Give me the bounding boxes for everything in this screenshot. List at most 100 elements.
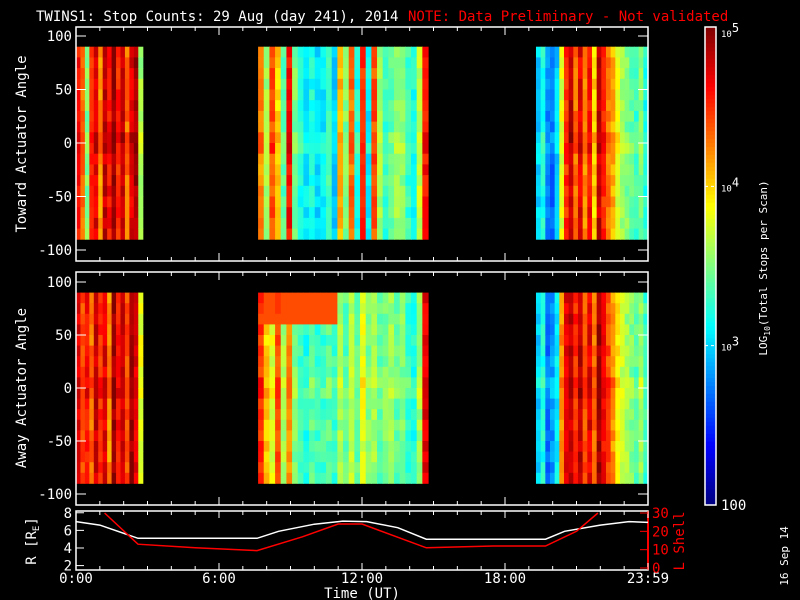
- heatmap-cell: [297, 430, 304, 442]
- heatmap-cell: [275, 164, 282, 176]
- heatmap-cell: [269, 451, 276, 463]
- heatmap-cell: [98, 398, 104, 410]
- heatmap-cell: [568, 164, 574, 176]
- heatmap-cell: [411, 356, 418, 368]
- heatmap-cell: [263, 196, 271, 208]
- heatmap-cell: [111, 335, 117, 346]
- heatmap-cell: [535, 110, 542, 122]
- heatmap-cell: [582, 313, 588, 325]
- heatmap-cell: [638, 303, 644, 315]
- heatmap-cell: [382, 303, 389, 315]
- heatmap-cell: [388, 377, 395, 389]
- heatmap-cell: [120, 207, 126, 219]
- heatmap-cell: [399, 303, 406, 315]
- heatmap-cell: [337, 110, 344, 122]
- heatmap-cell: [326, 451, 333, 463]
- heatmap-column: [620, 292, 626, 484]
- heatmap-column: [84, 46, 90, 240]
- heatmap-cell: [643, 68, 649, 80]
- heatmap-cell: [111, 388, 117, 399]
- heatmap-cell: [98, 324, 104, 336]
- heatmap-cell: [399, 153, 406, 165]
- heatmap-column: [124, 46, 130, 240]
- heatmap-cell: [624, 335, 630, 346]
- heatmap-cell: [601, 143, 607, 155]
- heatmap-cell: [111, 46, 117, 58]
- heatmap-cell: [568, 68, 574, 80]
- heatmap-column: [326, 292, 333, 484]
- heatmap-cell: [394, 356, 401, 368]
- heatmap-cell: [84, 398, 90, 410]
- heatmap-cell: [111, 462, 117, 474]
- heatmap-cell: [116, 46, 122, 58]
- heatmap-cell: [326, 143, 333, 155]
- heatmap-cell: [405, 324, 412, 336]
- heatmap-cell: [563, 153, 570, 165]
- heatmap-cell: [596, 207, 602, 219]
- heatmap-cell: [596, 217, 602, 229]
- heatmap-cell: [605, 89, 612, 101]
- heatmap-cell: [326, 377, 333, 389]
- heatmap-column: [280, 292, 287, 484]
- heatmap-cell: [573, 89, 579, 101]
- heatmap-cell: [331, 388, 338, 399]
- heatmap-cell: [124, 430, 130, 442]
- heatmap-cell: [280, 100, 287, 112]
- heatmap-cell: [596, 68, 602, 80]
- heatmap-column: [102, 292, 108, 484]
- heatmap-cell: [422, 121, 429, 133]
- heatmap-cell: [93, 57, 99, 69]
- heatmap-cell: [258, 46, 265, 58]
- heatmap-cell: [138, 143, 144, 155]
- heatmap-column: [394, 292, 401, 484]
- heatmap-cell: [360, 292, 367, 304]
- heatmap-cell: [377, 100, 384, 112]
- heatmap-cell: [120, 388, 126, 399]
- heatmap-cell: [98, 89, 104, 101]
- heatmap-cell: [535, 356, 542, 368]
- heatmap-cell: [343, 175, 350, 187]
- heatmap-cell: [545, 121, 551, 133]
- heatmap-cell: [76, 185, 82, 197]
- heatmap-cell: [275, 441, 282, 452]
- heatmap-cell: [292, 462, 299, 474]
- heatmap-cell: [605, 335, 612, 346]
- heatmap-cell: [582, 462, 588, 474]
- heatmap-column: [540, 292, 546, 484]
- heatmap-cell: [577, 409, 584, 421]
- heatmap-cell: [610, 100, 616, 112]
- heatmap-cell: [394, 57, 401, 69]
- heatmap-cell: [405, 441, 412, 452]
- heatmap-cell: [587, 356, 593, 368]
- heatmap-cell: [573, 217, 579, 229]
- heatmap-column: [354, 46, 361, 240]
- heatmap-column: [568, 46, 574, 240]
- heatmap-cell: [549, 388, 556, 399]
- heatmap-cell: [405, 100, 412, 112]
- heatmap-cell: [354, 313, 361, 325]
- heatmap-column: [535, 292, 542, 484]
- heatmap-cell: [554, 472, 560, 484]
- heatmap-cell: [601, 430, 607, 442]
- heatmap-column: [371, 46, 378, 240]
- heatmap-cell: [559, 68, 565, 80]
- heatmap-cell: [124, 78, 130, 90]
- heatmap-cell: [382, 441, 389, 452]
- heatmap-cell: [388, 441, 395, 452]
- heatmap-cell: [124, 110, 130, 122]
- heatmap-cell: [280, 345, 287, 357]
- heatmap-cell: [399, 313, 406, 325]
- heatmap-cell: [405, 345, 412, 357]
- heatmap-cell: [138, 366, 144, 378]
- heatmap-cell: [84, 196, 90, 208]
- radius-line: [75, 520, 649, 540]
- heatmap-cell: [405, 366, 412, 378]
- heatmap-cell: [559, 377, 565, 389]
- heatmap-cell: [371, 377, 378, 389]
- heatmap-cell: [563, 303, 570, 315]
- heatmap-cell: [84, 68, 90, 80]
- heatmap-cell: [577, 143, 584, 155]
- heatmap-cell: [563, 345, 570, 357]
- heatmap-cell: [129, 409, 135, 421]
- heatmap-column: [422, 292, 429, 484]
